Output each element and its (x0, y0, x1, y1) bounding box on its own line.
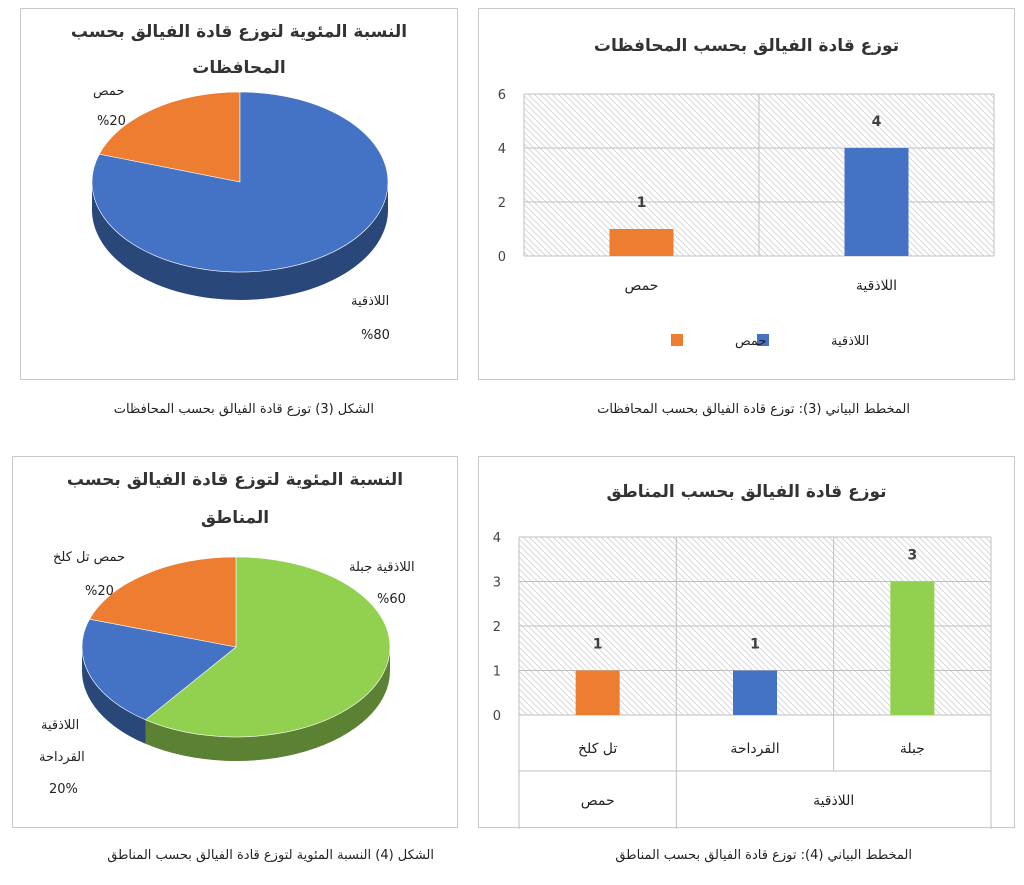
pie-chart-regions-panel: النسبة المئوية لتوزع قادة الفيالق بحسب ا… (12, 456, 458, 828)
bar1-caption: المخطط البياني (3): توزع قادة الفيالق بح… (597, 402, 910, 417)
bar2-bar-0 (575, 670, 620, 715)
pie1-slice-0 (98, 91, 241, 183)
pie1-title-line1: النسبة المئوية لتوزع قادة الفيالق بحسب (70, 22, 408, 42)
pie1-caption: الشكل (3) توزع قادة الفيالق بحسب المحافظ… (113, 402, 374, 417)
pie2-caption: الشكل (4) النسبة المئوية لتوزع قادة الفي… (107, 848, 434, 863)
legend-swatch-latakia (757, 334, 769, 346)
bar1-ytick-1: 2 (498, 196, 506, 211)
bar2-category-label-0: تل كلخ (578, 741, 617, 757)
pie1-slice-side-1 (92, 182, 388, 300)
legend-swatch-homs (671, 334, 683, 346)
pie2-label-tallkalakh: حمص تل كلخ (53, 550, 126, 565)
pie1-title-line2: المحافظات (192, 58, 286, 78)
bar-chart-governorates-panel: توزع قادة الفيالق بحسب المحافظات 0 2 4 6 1 حم… (478, 8, 1015, 380)
bar1-ytick-0: 0 (498, 250, 506, 265)
bar2-group-label-homs: حمص (581, 793, 615, 809)
legend-label-homs: حمص (735, 334, 766, 349)
pie2-title-line2: المناطق (200, 508, 270, 528)
bar-chart-regions-panel: توزع قادة الفيالق بحسب المناطق 0 1 2 3 4 1 تل … (478, 456, 1015, 829)
bar1-data-label-1: 4 (872, 114, 882, 130)
bar2-group-label-latakia: اللاذقية (813, 793, 854, 809)
bar1-plot: 0 2 4 6 1 حمص 4 اللاذقية اللاذقية حمص (498, 88, 995, 349)
bar2-bar-2 (890, 581, 935, 715)
pie2-label-jableh-pct: %60 (377, 592, 406, 607)
pie2-slice-side-0 (145, 647, 390, 761)
bar2-bar-1 (733, 670, 777, 715)
bar1-title: توزع قادة الفيالق بحسب المحافظات (593, 36, 900, 56)
pie1-plot (91, 91, 389, 300)
pie2-slice-2 (89, 556, 237, 648)
pie2-label-tallkalakh-pct: %20 (85, 584, 114, 599)
bar2-data-label-0: 1 (593, 637, 603, 653)
bar2-category-label-2: جبلة (900, 741, 925, 757)
pie2-label-jableh: اللاذقية جبلة (349, 560, 415, 575)
bar2-caption: المخطط البياني (4): توزع قادة الفيالق بح… (615, 848, 912, 863)
pie1-label-homs: حمص (93, 84, 125, 99)
bar2-ytick-1: 1 (493, 665, 501, 680)
pie2-slice-0 (144, 556, 391, 738)
bar2-ytick-0: 0 (493, 709, 501, 724)
pie1-label-latakia-pct: %80 (361, 328, 390, 343)
bar2-ytick-2: 2 (493, 620, 501, 635)
bar1-ytick-2: 4 (498, 142, 506, 157)
bar2-ytick-3: 3 (493, 576, 501, 591)
pie1-slice-1 (91, 91, 389, 273)
bar2-category-label-1: القرداحة (730, 741, 779, 757)
bar1-data-label-0: 1 (637, 195, 647, 211)
pie2-label-qardaha-pct: 20% (49, 782, 78, 797)
bar1-category-label-1: اللاذقية (856, 278, 897, 294)
bar1-ytick-3: 6 (498, 88, 506, 103)
pie2-title-line1: النسبة المئوية لتوزع قادة الفيالق بحسب (66, 470, 404, 490)
bar2-data-label-1: 1 (750, 637, 760, 653)
pie1-label-homs-pct: %20 (97, 114, 126, 129)
bar1-bar-0 (609, 229, 674, 256)
pie2-label-qardaha-l1: اللاذقية (41, 718, 80, 733)
bar2-ytick-4: 4 (493, 531, 501, 546)
legend-label-latakia: اللاذقية (831, 334, 869, 349)
pie2-slice-side-1 (82, 647, 146, 744)
bar1-bar-1 (844, 148, 909, 256)
pie1-label-latakia: اللاذقية (351, 294, 390, 309)
pie-chart-governorates-panel: النسبة المئوية لتوزع قادة الفيالق بحسب ا… (20, 8, 458, 380)
bar1-category-label-0: حمص (625, 278, 659, 294)
pie2-plot (81, 556, 391, 761)
pie2-slice-1 (81, 618, 237, 721)
bar2-title: توزع قادة الفيالق بحسب المناطق (606, 482, 887, 502)
bar2-plot: 0 1 2 3 4 1 تل كلخ 1 القرداحة 3 جبلة حمص اللاذقية (493, 531, 992, 829)
pie2-label-qardaha-l2: القرداحة (39, 750, 85, 765)
bar2-data-label-2: 3 (907, 548, 917, 564)
